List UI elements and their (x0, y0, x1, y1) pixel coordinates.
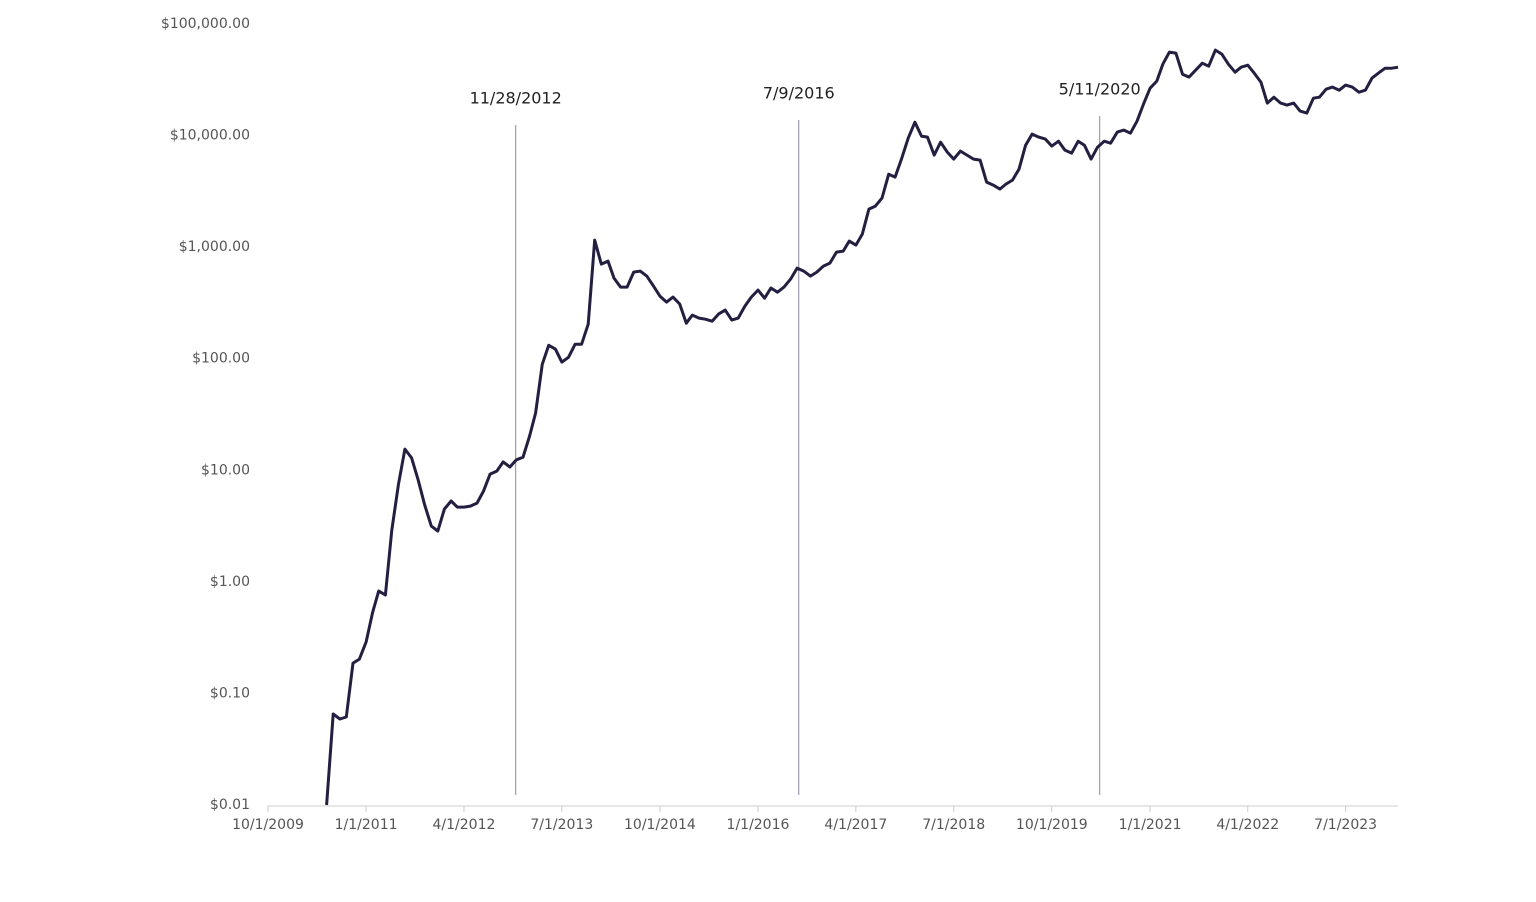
event-label: 5/11/2020 (1059, 80, 1141, 99)
x-tick-label: 4/1/2017 (824, 817, 887, 833)
y-tick-label: $0.10 (210, 685, 250, 701)
x-tick-label: 10/1/2014 (624, 817, 696, 833)
y-tick-label: $1,000.00 (179, 239, 250, 255)
y-tick-label: $100,000.00 (161, 16, 250, 32)
y-tick-label: $100.00 (192, 351, 250, 367)
x-tick-label: 10/1/2009 (232, 817, 304, 833)
x-tick-label: 1/1/2011 (335, 817, 398, 833)
x-tick-label: 7/1/2023 (1314, 817, 1377, 833)
y-tick-label: $1.00 (210, 574, 250, 590)
event-label: 7/9/2016 (763, 84, 835, 103)
price-line (325, 48, 1399, 806)
x-tick-label: 4/1/2012 (433, 817, 496, 833)
x-tick-label: 7/1/2018 (922, 817, 985, 833)
y-tick-label: $0.01 (210, 797, 250, 813)
event-label: 11/28/2012 (470, 89, 562, 108)
x-tick-label: 1/1/2016 (727, 817, 790, 833)
x-tick-label: 1/1/2021 (1119, 817, 1182, 833)
y-tick-label: $10.00 (201, 462, 250, 478)
y-tick-label: $10,000.00 (170, 128, 250, 144)
x-tick-label: 4/1/2022 (1216, 817, 1279, 833)
x-tick-label: 10/1/2019 (1016, 817, 1088, 833)
x-tick-label: 7/1/2013 (530, 817, 593, 833)
